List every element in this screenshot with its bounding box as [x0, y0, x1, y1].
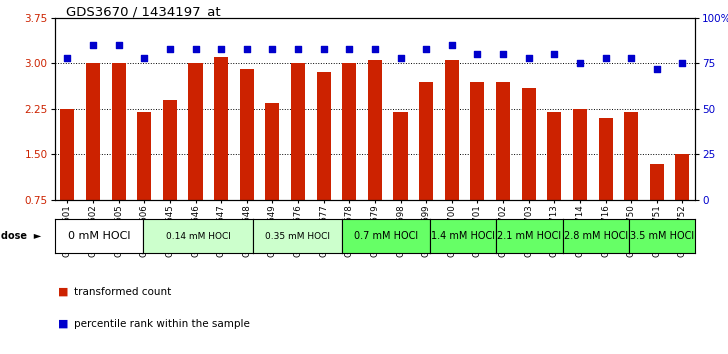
Point [266, 46, 278, 52]
Text: transformed count: transformed count [74, 287, 172, 297]
Point [395, 55, 406, 61]
Point [164, 46, 175, 52]
Bar [676, 154, 689, 200]
Point [318, 46, 330, 52]
Text: 1.4 mM HOCl: 1.4 mM HOCl [431, 231, 495, 241]
Point [574, 61, 586, 66]
Text: percentile rank within the sample: percentile rank within the sample [74, 319, 250, 329]
Point [497, 51, 509, 57]
Text: 0.14 mM HOCl: 0.14 mM HOCl [166, 232, 231, 241]
Bar [86, 63, 100, 200]
Point [651, 66, 662, 72]
Bar [470, 81, 484, 200]
Point [138, 55, 150, 61]
Text: 3.5 mM HOCl: 3.5 mM HOCl [630, 231, 695, 241]
Bar [624, 112, 638, 200]
Bar [266, 103, 280, 200]
Point [190, 46, 202, 52]
Bar [111, 63, 126, 200]
Point [472, 51, 483, 57]
Point [215, 46, 227, 52]
Bar [60, 109, 74, 200]
Point [62, 55, 74, 61]
Point [87, 42, 99, 48]
Text: 0.35 mM HOCl: 0.35 mM HOCl [265, 232, 330, 241]
Bar [394, 112, 408, 200]
Point [548, 51, 560, 57]
Point [241, 46, 253, 52]
Point [369, 46, 381, 52]
Point [600, 55, 612, 61]
Point [523, 55, 534, 61]
Bar [547, 112, 561, 200]
Text: ■: ■ [58, 319, 68, 329]
Bar [291, 63, 305, 200]
Bar [342, 63, 356, 200]
Text: 2.8 mM HOCl: 2.8 mM HOCl [563, 231, 628, 241]
Text: 2.1 mM HOCl: 2.1 mM HOCl [497, 231, 561, 241]
Point [676, 61, 688, 66]
Bar [240, 69, 254, 200]
Text: 0 mM HOCl: 0 mM HOCl [68, 231, 130, 241]
Bar [650, 164, 664, 200]
Point [625, 55, 637, 61]
Bar [189, 63, 202, 200]
Bar [573, 109, 587, 200]
Bar [317, 73, 331, 200]
Text: GDS3670 / 1434197_at: GDS3670 / 1434197_at [66, 5, 220, 18]
Text: ■: ■ [58, 287, 68, 297]
Text: 0.7 mM HOCl: 0.7 mM HOCl [354, 231, 418, 241]
Bar [138, 112, 151, 200]
Bar [214, 57, 228, 200]
Point [292, 46, 304, 52]
Bar [598, 118, 612, 200]
Point [113, 42, 124, 48]
Point [420, 46, 432, 52]
Point [344, 46, 355, 52]
Bar [419, 81, 433, 200]
Bar [163, 100, 177, 200]
Point [446, 42, 458, 48]
Text: dose  ►: dose ► [1, 231, 41, 241]
Bar [522, 87, 536, 200]
Bar [368, 60, 382, 200]
Bar [445, 60, 459, 200]
Bar [496, 81, 510, 200]
